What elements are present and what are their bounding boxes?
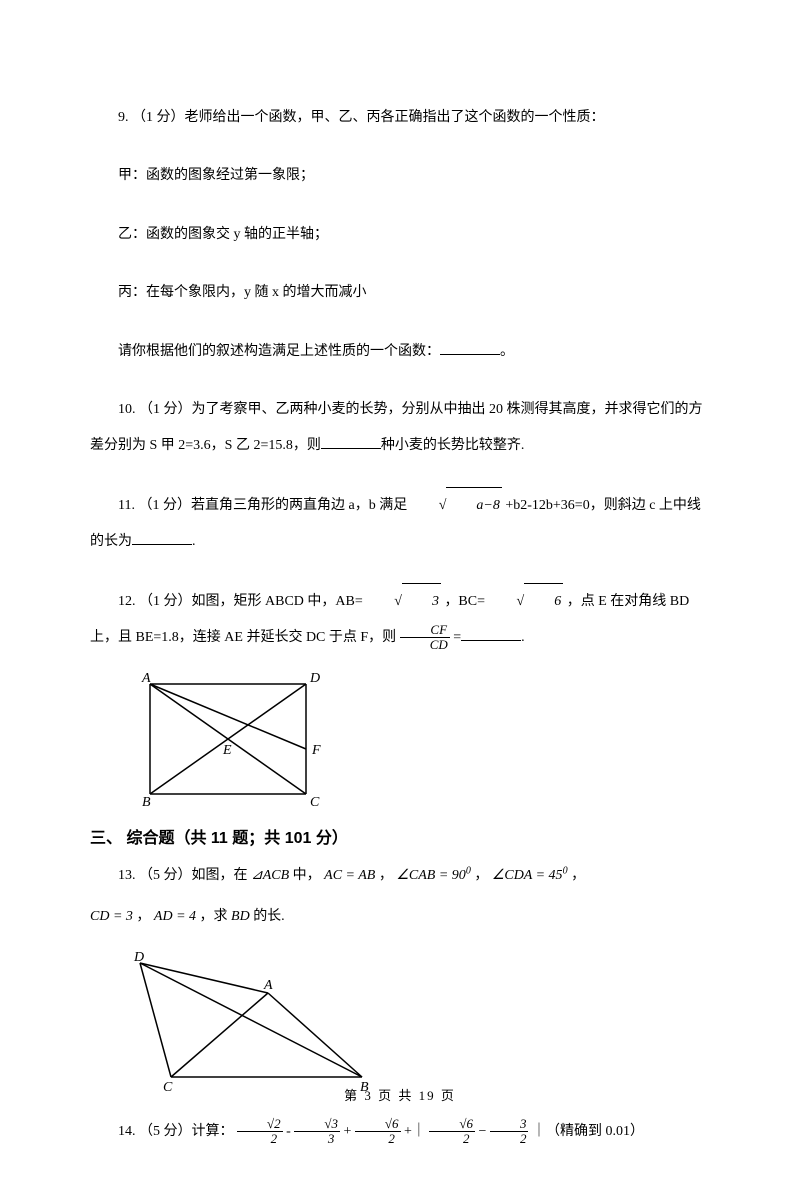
q12-text-d: = [450,630,461,645]
q13-ad: AD = 4 [154,909,196,924]
rectangle-diagram-icon: A D B C E F [130,670,340,810]
q13-ang2: ∠CDA = 45 [492,868,563,883]
q12-text-e: . [521,630,525,645]
triangle-diagram-icon: DACB [130,949,380,1104]
sqrt-icon: 3 [366,583,441,620]
q14-f2d: 3 [294,1132,340,1146]
q9-bing: 丙：在每个象限内，y 随 x 的增大而减小 [90,275,710,311]
q13-f: ， [133,909,154,924]
q11-text-a: 11. （1 分）若直角三角形的两直角边 a，b 满足 [118,498,411,513]
svg-text:D: D [133,950,144,965]
q12-frac-den: CD [400,638,450,652]
q11-blank [132,531,192,545]
q13-eq1: AC = AB [324,868,375,883]
q10: 10. （1 分）为了考察甲、乙两种小麦的长势，分别从中抽出 20 株测得其高度… [90,392,710,465]
svg-text:E: E [222,743,232,758]
q9-jia: 甲：函数的图象经过第一象限； [90,158,710,194]
q13-a: 13. （5 分）如图，在 [118,868,251,883]
q13-cd: CD = 3 [90,909,133,924]
q14: 14. （5 分）计算： √22 - √33 + √62 +｜ √62 − 32… [90,1114,710,1150]
q12-blank [461,627,521,641]
svg-text:B: B [142,795,151,810]
q14-f4d: 2 [429,1132,475,1146]
sqrt-icon: a−8 [411,487,502,524]
q14-f3d: 2 [355,1132,401,1146]
q13-b: 中， [289,868,324,883]
svg-text:C: C [310,795,320,810]
q13-ang1: ∠CAB = 90 [396,868,465,883]
q14-f1n: √2 [237,1117,283,1132]
q9-prompt-text: 请你根据他们的叙述构造满足上述性质的一个函数： [118,344,440,359]
q11-text-c: . [192,534,196,549]
q14-f3n: √6 [355,1117,401,1132]
q13-e: ， [568,868,586,883]
svg-text:D: D [309,671,320,686]
q9-yi: 乙：函数的图象交 y 轴的正半轴； [90,217,710,253]
q9-intro: 9. （1 分）老师给出一个函数，甲、乙、丙各正确指出了这个函数的一个性质： [90,100,710,136]
q12-frac-num: CF [400,623,450,638]
q9-end: 。 [500,344,514,359]
q12-figure: A D B C E F [130,670,710,810]
q13-line2: CD = 3 ， AD = 4 ，求 BD 的长. [90,899,710,935]
q13-g: ，求 [196,909,231,924]
q11: 11. （1 分）若直角三角形的两直角边 a，b 满足 a−8 +b2-12b+… [90,487,710,561]
q13-figure: DACB [130,949,710,1104]
q14-f5n: 3 [490,1117,529,1132]
q11-sqrt-body: a−8 [446,487,501,524]
q12-text-b: ，BC= [441,593,489,608]
q14-f1d: 2 [237,1132,283,1146]
q14-f5d: 2 [490,1132,529,1146]
q13-bd: BD [231,909,250,924]
q9-prompt: 请你根据他们的叙述构造满足上述性质的一个函数： 。 [90,334,710,370]
page-footer: 第 3 页 共 19 页 [0,1085,800,1104]
q12-sqrt3: 3 [402,583,441,620]
q12: 12. （1 分）如图，矩形 ABCD 中，AB= 3 ，BC= 6 ，点 E … [90,583,710,657]
q10-blank [321,435,381,449]
q14-f4n: √6 [429,1117,475,1132]
q13-d: ， [471,868,492,883]
q13-c: ， [375,868,396,883]
q14-f2n: √3 [294,1117,340,1132]
q12-text-a: 12. （1 分）如图，矩形 ABCD 中，AB= [118,593,366,608]
q10-text-b: 种小麦的长势比较整齐. [381,438,525,453]
q13: 13. （5 分）如图，在 ⊿ACB 中， AC = AB ， ∠CAB = 9… [90,858,710,894]
svg-text:A: A [263,978,273,993]
q13-tri: ⊿ACB [251,868,289,883]
svg-text:F: F [311,743,321,758]
sqrt-icon: 6 [489,583,564,620]
svg-text:A: A [141,671,151,686]
fraction-icon: CFCD [400,623,450,653]
section-3-title: 三、 综合题（共 11 题；共 101 分） [90,824,710,848]
q13-h: 的长. [250,909,285,924]
q9-blank [440,341,500,355]
q12-sqrt6: 6 [524,583,563,620]
